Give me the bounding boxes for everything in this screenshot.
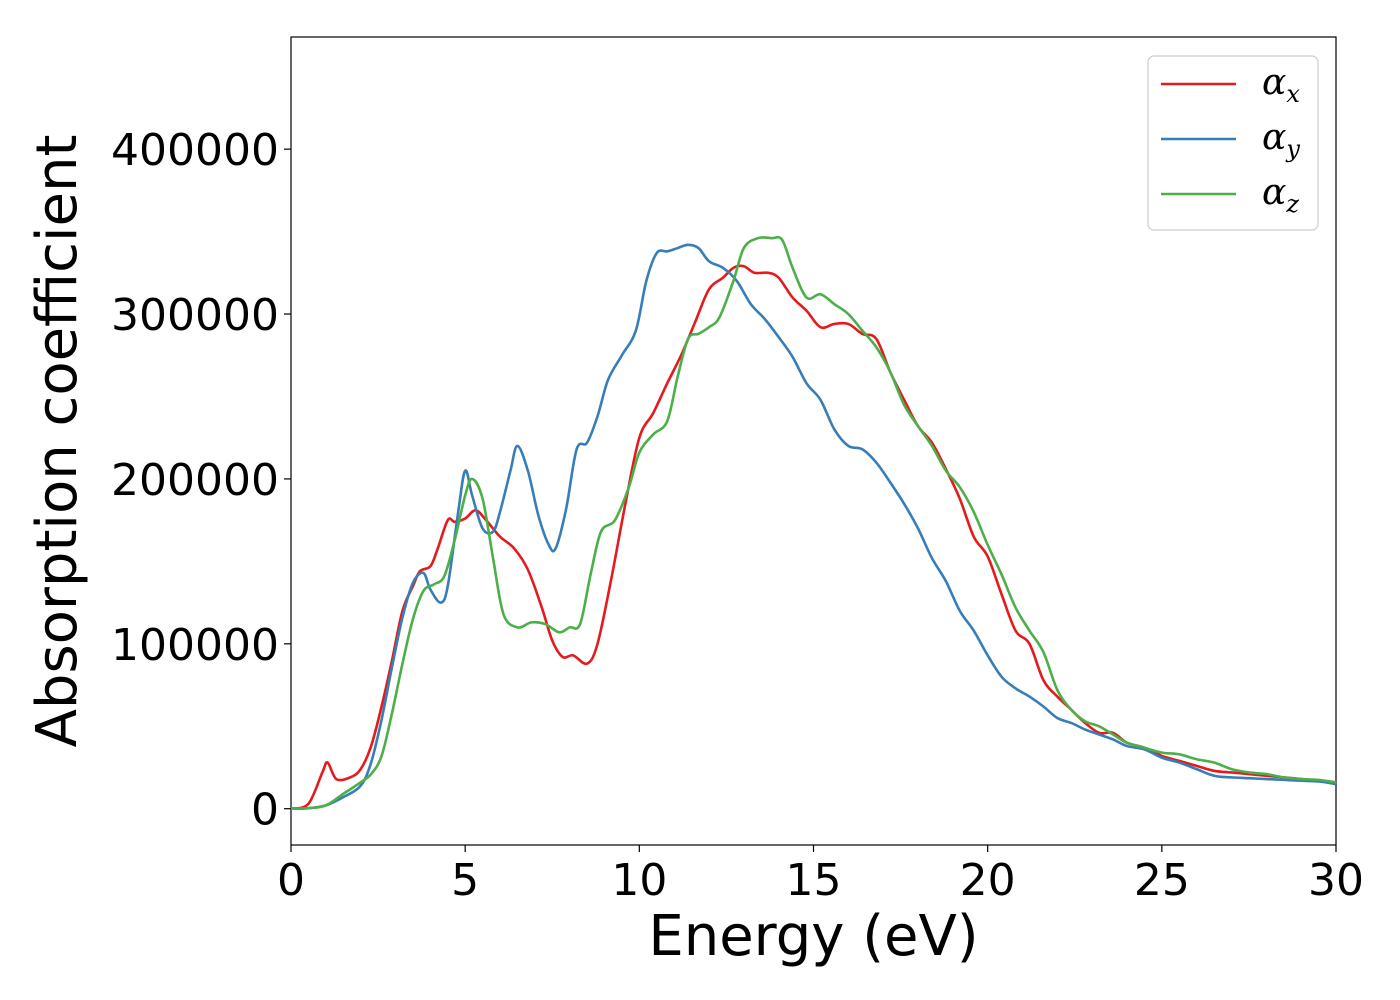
legend-subscript: z: [1285, 190, 1299, 218]
y-tick-label: 400000: [111, 125, 279, 176]
legend-symbol: α: [1262, 172, 1286, 213]
x-tick-label: 25: [1134, 855, 1190, 906]
x-axis: 0 5 10 15 20 25 30: [277, 845, 1364, 906]
x-tick-label: 15: [786, 855, 842, 906]
x-tick-label: 5: [451, 855, 479, 906]
legend-label-alpha-y: αy: [1262, 117, 1300, 163]
y-tick-label: 0: [251, 785, 279, 836]
y-tick-label: 200000: [111, 455, 279, 506]
x-tick-label: 20: [960, 855, 1016, 906]
legend-symbol: α: [1262, 62, 1286, 103]
series-line-alpha-z: [290, 235, 1337, 811]
legend-symbol: α: [1262, 117, 1286, 158]
series-layer: [290, 235, 1337, 811]
x-tick-label: 0: [277, 855, 305, 906]
x-tick-label: 10: [611, 855, 667, 906]
legend-label-alpha-z: αz: [1262, 172, 1299, 218]
y-tick-label: 100000: [111, 620, 279, 671]
legend-box: [1147, 55, 1319, 231]
legend-label-alpha-x: αx: [1262, 62, 1300, 108]
y-axis-title: Absorption coefficient: [25, 135, 90, 748]
legend-subscript: y: [1285, 135, 1300, 163]
y-axis: 0 100000 200000 300000 400000: [111, 125, 291, 836]
y-tick-label: 300000: [111, 290, 279, 341]
x-tick-label: 30: [1308, 855, 1364, 906]
legend-subscript: x: [1286, 80, 1300, 108]
x-axis-title: Energy (eV): [648, 904, 978, 969]
